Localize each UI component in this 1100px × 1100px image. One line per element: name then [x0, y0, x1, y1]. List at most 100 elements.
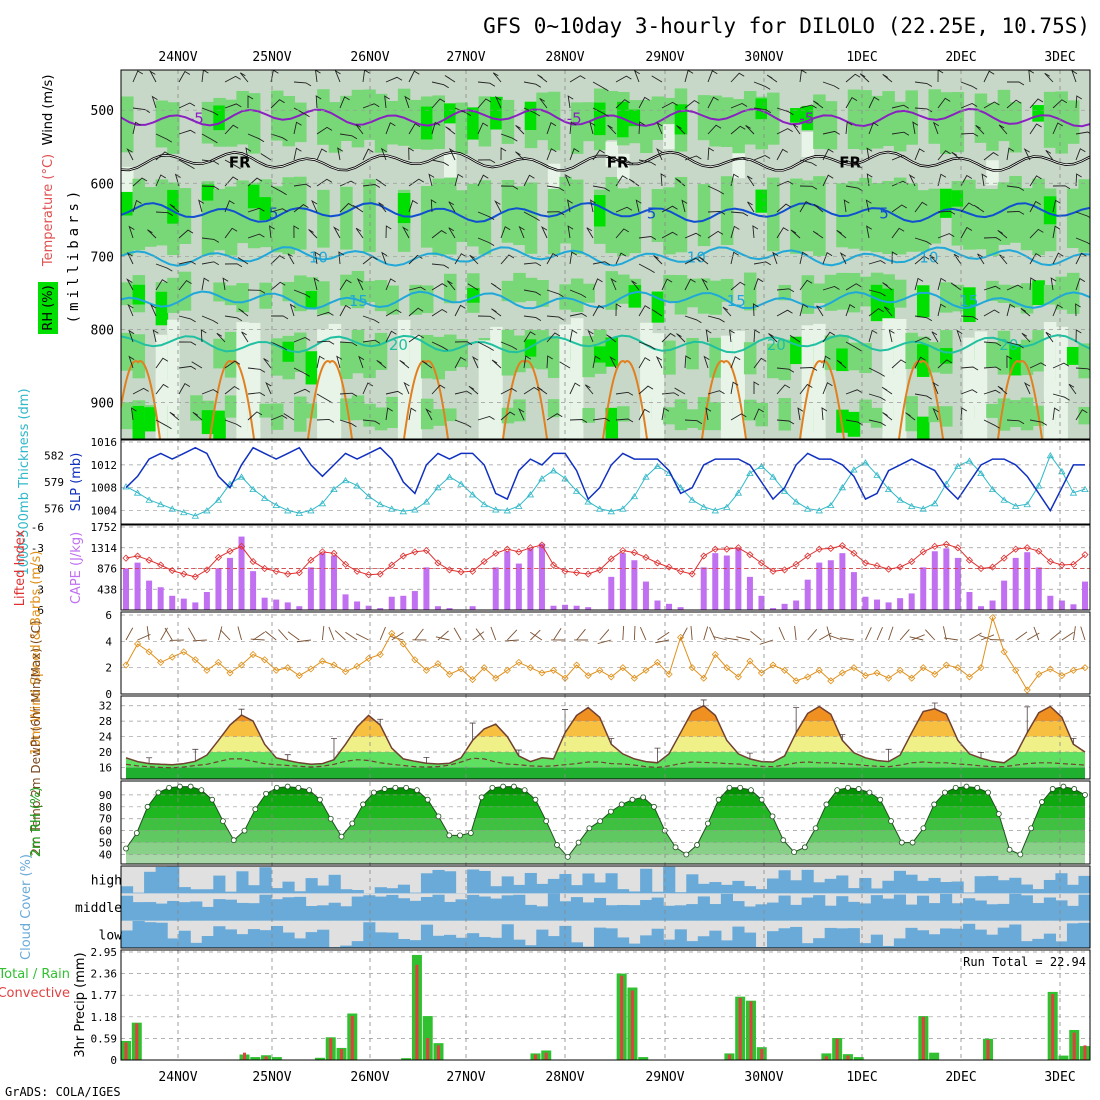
rh-mid-cell	[444, 334, 457, 371]
wind-barb	[546, 413, 563, 421]
cloud-cell	[974, 900, 987, 921]
lifted-marker	[965, 556, 974, 564]
contour-label: -5	[189, 109, 204, 127]
wind-barb	[492, 72, 502, 83]
rh-mid-cell	[270, 90, 284, 141]
rh-mid-cell	[501, 407, 515, 424]
wind-barb	[270, 99, 285, 109]
rh-marker	[845, 784, 851, 791]
rh-marker	[511, 783, 517, 790]
pressure-tick-label: 800	[91, 323, 114, 338]
wind-barb	[408, 123, 421, 135]
rh2m-axis-title: 2m RH (%)	[29, 787, 44, 858]
rh-mid-cell	[121, 402, 134, 430]
wind-barb	[188, 627, 196, 641]
rh-mid-cell	[813, 283, 826, 303]
precip-conv-bar	[760, 1049, 764, 1060]
rh-marker	[532, 796, 539, 803]
rh-mid-cell	[259, 282, 272, 309]
cloud-cell	[501, 895, 514, 921]
cape-tick-label: 438	[97, 583, 117, 596]
cloud-cell	[167, 938, 180, 948]
wind-barb	[468, 385, 479, 395]
wind-barb	[1075, 277, 1086, 291]
rh-mid-cell	[1066, 188, 1080, 248]
wind-marker	[434, 660, 442, 668]
cape-bar	[215, 568, 222, 610]
lifted-marker	[1000, 554, 1008, 562]
wind-tick-label: 2	[105, 662, 112, 675]
cloud-cell	[651, 891, 664, 894]
wind-barb	[881, 386, 893, 395]
contour-label: 10	[919, 248, 938, 266]
lifted-marker	[457, 568, 465, 576]
wind-barb	[164, 627, 173, 641]
rh-dark-cell	[155, 291, 169, 326]
lifted-marker	[330, 549, 338, 557]
rh-pale-cell	[663, 124, 676, 150]
thickness-marker	[619, 505, 627, 512]
wind-barb	[866, 225, 872, 239]
wind-barb	[546, 185, 565, 192]
cloud-cell	[951, 928, 964, 948]
precip-total-bar	[271, 1057, 282, 1060]
cape-bar	[527, 548, 534, 610]
temp-band	[126, 767, 1085, 779]
cloud-cell	[674, 905, 687, 921]
wind-barb	[759, 639, 774, 645]
wind-barb	[799, 367, 818, 371]
cloud-cell	[582, 946, 595, 948]
wind-barb	[287, 253, 295, 265]
wind-marker	[1000, 648, 1008, 656]
rh-marker	[640, 794, 647, 801]
rh-marker	[1028, 825, 1035, 832]
cloud-cell	[974, 929, 987, 948]
rh-mid-cell	[743, 91, 757, 145]
wind-marker	[942, 661, 950, 669]
cloud-cell	[270, 926, 284, 948]
rh-mid-cell	[1066, 100, 1080, 144]
wind-barb	[467, 283, 479, 291]
rh-pale-cell	[328, 323, 342, 439]
wind-marker	[341, 668, 350, 676]
rh-pale-cell	[444, 152, 457, 178]
thickness-marker	[815, 507, 823, 514]
rh-mid-cell	[709, 402, 722, 431]
rh-mid-cell	[294, 102, 307, 143]
cloud-cell	[490, 886, 503, 894]
cloud-cell	[686, 941, 699, 948]
thickness-marker	[838, 484, 847, 491]
rh-marker	[985, 789, 991, 796]
rh-marker	[812, 825, 819, 832]
wind-marker	[642, 666, 650, 674]
wind-barb	[937, 210, 956, 215]
wind-barb	[676, 125, 686, 135]
wind-barb	[447, 280, 456, 291]
wind-barb	[730, 125, 746, 135]
lifted-marker	[989, 563, 997, 571]
cloud-cell	[559, 874, 572, 894]
wind-barb	[454, 341, 473, 346]
wind-barb	[812, 230, 824, 239]
wind-barb	[638, 159, 657, 166]
cloud-cell	[282, 881, 295, 894]
wind-barb	[592, 278, 603, 291]
rh-marker	[898, 839, 905, 846]
bottom-date-label: 2DEC	[945, 1070, 976, 1085]
rh-marker	[672, 844, 679, 851]
wind-marker	[145, 648, 153, 656]
rh-tick-label: 80	[99, 801, 112, 814]
thickness-marker	[272, 501, 280, 509]
lifted-marker	[769, 567, 777, 575]
cape-bar	[862, 596, 869, 610]
wind-barb	[448, 201, 456, 213]
rh-mid-cell	[144, 187, 157, 247]
wind-barb	[149, 70, 157, 83]
wind-barb	[155, 174, 167, 187]
wind-barb	[768, 333, 778, 343]
lifted-marker	[1012, 545, 1020, 553]
rh-marker	[683, 851, 690, 858]
temperature-contour-line	[121, 246, 1090, 267]
wind-barb	[597, 639, 612, 645]
